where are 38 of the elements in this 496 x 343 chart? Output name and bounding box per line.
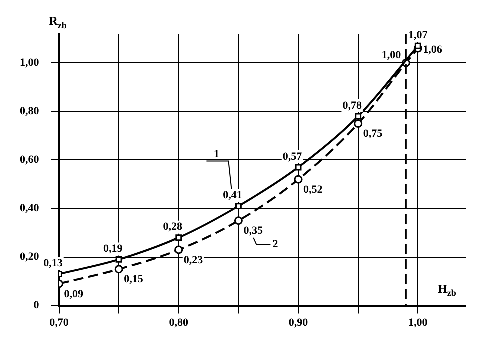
data-label: 0,52 [304, 184, 324, 196]
data-label: 1,06 [423, 44, 443, 56]
point [355, 113, 362, 120]
point [295, 164, 302, 171]
data-label: 0,78 [342, 100, 362, 112]
point [116, 256, 122, 263]
point [234, 216, 243, 226]
point [414, 42, 422, 50]
data-label: 0,57 [282, 150, 303, 163]
data-label: 0,19 [103, 243, 124, 256]
data-label: 0,15 [124, 274, 144, 286]
data-label: 0,41 [223, 190, 242, 202]
text: 2 [272, 238, 279, 251]
x-tick-label: 0,70 [50, 317, 70, 330]
data-label: 1,00 [382, 49, 402, 62]
y-tick-label: 0,20 [20, 251, 40, 264]
data-label: 0,13 [44, 258, 64, 270]
x-tick-label: 1,00 [408, 317, 428, 330]
y-tick-label: 0,40 [20, 202, 40, 215]
text: 1 [214, 148, 220, 161]
data-label: 0,23 [184, 254, 204, 266]
point [235, 203, 242, 210]
point [294, 175, 303, 184]
data-label: 0,28 [163, 221, 184, 234]
data-label: 0,35 [244, 225, 264, 238]
data-label: 0,75 [363, 128, 384, 140]
point [114, 265, 124, 274]
point [354, 120, 363, 128]
data-label: 0,09 [64, 288, 84, 300]
y-tick-label: 0,60 [20, 154, 40, 166]
x-tick-label: 0,80 [169, 317, 190, 330]
point [174, 246, 184, 254]
x-tick-label: 0,90 [288, 317, 309, 330]
y-tick-label: 0,80 [20, 106, 40, 118]
point [176, 234, 182, 242]
data-label: 1,07 [408, 29, 428, 42]
y-tick-label: 1,00 [20, 56, 40, 69]
y-tick-label: 0 [34, 300, 40, 312]
